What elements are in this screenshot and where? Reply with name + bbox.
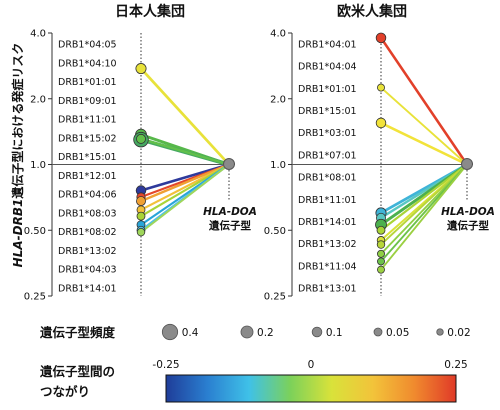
allele-label: DRB1*15:01 bbox=[298, 106, 357, 117]
frequency-legend-title: 遺伝子型頻度 bbox=[39, 325, 116, 340]
allele-label: DRB1*13:01 bbox=[298, 284, 357, 295]
colorbar-max-label: 0.25 bbox=[444, 359, 467, 371]
panel-title: 日本人集団 bbox=[115, 3, 185, 20]
colorbar bbox=[165, 374, 457, 403]
allele-point bbox=[377, 83, 385, 92]
allele-label: DRB1*04:03 bbox=[58, 265, 117, 276]
allele-point bbox=[377, 257, 385, 266]
allele-point bbox=[375, 117, 387, 129]
allele-label: DRB1*15:02 bbox=[58, 133, 117, 144]
allele-label: DRB1*08:03 bbox=[58, 208, 117, 219]
frequency-legend-label: 0.1 bbox=[326, 327, 343, 339]
frequency-legend-marker bbox=[436, 328, 444, 336]
y-tick-label: 0.50 bbox=[264, 226, 286, 237]
allele-label: DRB1*07:01 bbox=[298, 150, 357, 161]
allele-point bbox=[135, 63, 147, 75]
allele-point bbox=[136, 227, 146, 237]
allele-label: DRB1*12:01 bbox=[58, 171, 117, 182]
panel-western: 欧米人集団 4.0 2.0 1.0 0.50 0.25 DRB1*04:01 DRB1*0… bbox=[264, 3, 495, 303]
reference-label: HLA-DOA bbox=[441, 206, 495, 218]
interaction-legend: 遺伝子型間の つながり -0.25 0 0.25 bbox=[39, 359, 468, 403]
reference-label-sub: 遺伝子型 bbox=[446, 219, 489, 232]
reference-node bbox=[223, 158, 235, 170]
allele-label: DRB1*13:02 bbox=[298, 239, 357, 250]
allele-label: DRB1*13:02 bbox=[58, 246, 117, 257]
allele-label: DRB1*03:01 bbox=[298, 128, 357, 139]
connection-line bbox=[379, 163, 469, 232]
allele-label: DRB1*14:01 bbox=[58, 284, 117, 295]
frequency-legend-marker bbox=[240, 325, 254, 339]
allele-label: DRB1*04:06 bbox=[58, 190, 117, 201]
reference-label: HLA-DOA bbox=[203, 206, 257, 218]
connection-line bbox=[139, 67, 231, 166]
connection-line bbox=[379, 121, 469, 166]
frequency-legend: 遺伝子型頻度 0.4 0.2 0.1 0.05 0.02 bbox=[39, 323, 471, 341]
interaction-legend-title-2: つながり bbox=[40, 384, 90, 399]
y-tick-label: 0.25 bbox=[264, 292, 286, 303]
y-tick-label: 4.0 bbox=[270, 29, 286, 40]
frequency-legend-label: 0.4 bbox=[182, 327, 199, 339]
frequency-legend-label: 0.05 bbox=[386, 327, 409, 339]
connection-line bbox=[380, 163, 468, 246]
allele-label: DRB1*11:01 bbox=[58, 115, 117, 126]
allele-label: DRB1*11:04 bbox=[298, 261, 357, 272]
allele-label: DRB1*01:01 bbox=[58, 77, 117, 88]
y-tick-label: 2.0 bbox=[270, 94, 286, 105]
interaction-legend-title-1: 遺伝子型間の bbox=[39, 364, 115, 379]
allele-label: DRB1*08:02 bbox=[58, 227, 117, 238]
allele-point bbox=[375, 32, 387, 44]
frequency-legend-marker bbox=[373, 327, 383, 337]
frequency-legend-marker bbox=[161, 323, 179, 341]
colorbar-mid-label: 0 bbox=[308, 359, 315, 371]
y-tick-label: 1.0 bbox=[30, 160, 46, 171]
colorbar-min-label: -0.25 bbox=[152, 359, 179, 371]
connection-line bbox=[379, 36, 469, 166]
allele-label: DRB1*04:10 bbox=[58, 58, 117, 69]
y-tick-label: 1.0 bbox=[270, 160, 286, 171]
panel-title: 欧米人集団 bbox=[337, 3, 407, 20]
allele-label: DRB1*08:01 bbox=[298, 173, 357, 184]
allele-point bbox=[376, 240, 386, 249]
allele-label: DRB1*04:04 bbox=[298, 62, 357, 73]
allele-point bbox=[376, 225, 386, 235]
panel-japanese: 日本人集団 4.0 2.0 1.0 0.50 0.25 DRB1*04:05 DRB1*0… bbox=[24, 3, 257, 303]
allele-label: DRB1*15:01 bbox=[58, 152, 117, 163]
frequency-legend-label: 0.2 bbox=[257, 327, 274, 339]
allele-point bbox=[136, 133, 146, 144]
reference-node bbox=[461, 158, 473, 170]
allele-label: DRB1*04:05 bbox=[58, 40, 117, 51]
frequency-legend-label: 0.02 bbox=[447, 327, 470, 339]
y-axis-label: HLA-DRB1遺伝子型における発症リスク bbox=[10, 43, 25, 268]
allele-label: DRB1*04:01 bbox=[298, 40, 357, 51]
connection-line bbox=[380, 86, 468, 166]
allele-label: DRB1*14:01 bbox=[298, 217, 357, 228]
allele-point bbox=[377, 265, 385, 274]
connection-line bbox=[139, 163, 231, 218]
allele-label: DRB1*01:01 bbox=[298, 84, 357, 95]
allele-label: DRB1*11:01 bbox=[298, 195, 357, 206]
connection-line bbox=[380, 163, 468, 271]
y-tick-label: 2.0 bbox=[30, 94, 46, 105]
connection-line bbox=[139, 137, 231, 166]
y-tick-label: 0.50 bbox=[24, 226, 46, 237]
frequency-legend-marker bbox=[311, 326, 323, 338]
connection-line bbox=[139, 163, 231, 203]
allele-point bbox=[136, 211, 146, 221]
allele-point bbox=[377, 249, 385, 258]
reference-label-sub: 遺伝子型 bbox=[208, 219, 251, 232]
allele-label: DRB1*09:01 bbox=[58, 96, 117, 107]
connection-line bbox=[140, 163, 230, 234]
y-tick-label: 0.25 bbox=[24, 292, 46, 303]
allele-point bbox=[136, 196, 146, 207]
y-tick-label: 4.0 bbox=[30, 29, 46, 40]
